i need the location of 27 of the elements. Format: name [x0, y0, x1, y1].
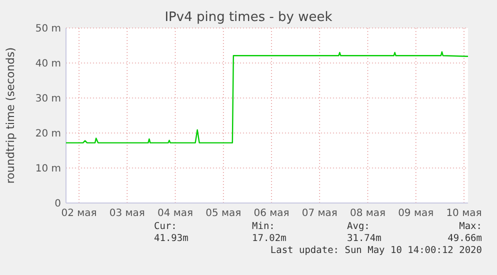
text: 17.02m: [252, 233, 287, 244]
x-tick-label: 08 мая: [350, 208, 386, 219]
x-tick-label: 10 мая: [446, 208, 482, 219]
text: Max:: [459, 221, 482, 232]
y-axis-title: roundtrip time (seconds): [4, 47, 17, 184]
y-tick-label: 0: [54, 198, 61, 210]
text: Avg:: [347, 221, 370, 232]
x-tick-label: 07 мая: [302, 208, 338, 219]
x-tick-label: 06 мая: [254, 208, 290, 219]
y-tick-label: 30 m: [35, 94, 61, 104]
x-tick-label: 04 мая: [157, 208, 194, 219]
x-tick-label: 05 мая: [206, 208, 242, 219]
x-tick-label: 09 мая: [398, 208, 434, 219]
y-tick-label: 50 m: [35, 24, 61, 34]
x-tick-label: 03 мая: [109, 208, 145, 219]
text: Last update: Sun May 10 14:00:12 2020: [270, 245, 482, 256]
line-series: [65, 51, 469, 144]
text: 41.93m: [154, 233, 189, 244]
y-tick-label: 10 m: [35, 164, 61, 174]
text: 49.66m: [448, 233, 482, 244]
y-tick-label: 40 m: [35, 58, 61, 70]
x-tick-label: 02 мая: [61, 208, 97, 219]
text: Cur:: [154, 221, 177, 232]
chart-title: IPv4 ping times - by week: [164, 10, 333, 25]
text: 31.74m: [347, 233, 382, 244]
text: Min:: [252, 221, 275, 232]
y-tick-label: 20 m: [35, 128, 61, 140]
